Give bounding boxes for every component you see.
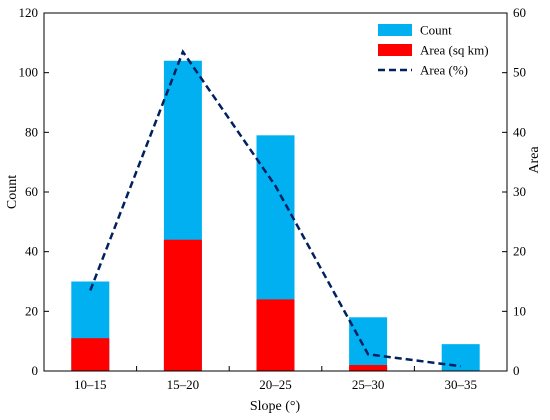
ticks-layer: 0 20 40 60 80 100 120 0 10 20 30 40 50 60 10–15 15–20 20… — [19, 5, 527, 392]
y-tick-label-1: 20 — [25, 303, 38, 318]
legend: Count Area (sq km) Area (%) — [378, 23, 489, 78]
bars-layer — [71, 60, 480, 371]
bar-count-4 — [441, 344, 480, 371]
y-tick-label-0: 0 — [32, 363, 39, 378]
x-tick-label-1: 15–20 — [167, 377, 200, 392]
y2-tick-label-0: 0 — [513, 363, 520, 378]
y-tick-label-6: 120 — [19, 5, 39, 20]
legend-swatch-1 — [378, 44, 412, 56]
titles-layer: Slope (°) Count Area — [5, 146, 542, 414]
y2-tick-label-2: 20 — [513, 244, 526, 259]
y-tick-label-3: 60 — [25, 184, 38, 199]
bar-area-sq-km-2 — [256, 299, 295, 371]
bar-area-sq-km-1 — [163, 239, 202, 371]
line-layer — [89, 49, 461, 368]
y2-tick-label-6: 60 — [513, 5, 526, 20]
bar-area-sq-km-0 — [71, 338, 110, 371]
legend-label-2: Area (%) — [420, 63, 468, 78]
legend-label-0: Count — [420, 23, 452, 38]
x-tick-label-0: 10–15 — [74, 377, 107, 392]
y-tick-label-2: 40 — [25, 244, 38, 259]
legend-swatch-0 — [378, 24, 412, 36]
y2-tick-label-1: 10 — [513, 303, 526, 318]
legend-label-1: Area (sq km) — [420, 43, 489, 58]
y2-tick-label-4: 40 — [513, 124, 526, 139]
y-axis-title: Count — [5, 175, 20, 209]
x-tick-label-2: 20–25 — [259, 377, 292, 392]
y-tick-label-5: 100 — [19, 65, 39, 80]
y2-tick-label-3: 30 — [513, 184, 526, 199]
x-axis-title: Slope (°) — [250, 399, 301, 414]
x-tick-label-4: 30–35 — [444, 377, 477, 392]
y2-tick-label-5: 50 — [513, 65, 526, 80]
y-tick-label-4: 80 — [25, 124, 38, 139]
y2-axis-title: Area — [527, 146, 542, 174]
x-tick-label-3: 25–30 — [352, 377, 385, 392]
bar-area-sq-km-3 — [349, 365, 388, 371]
bar-count-3 — [349, 317, 388, 371]
